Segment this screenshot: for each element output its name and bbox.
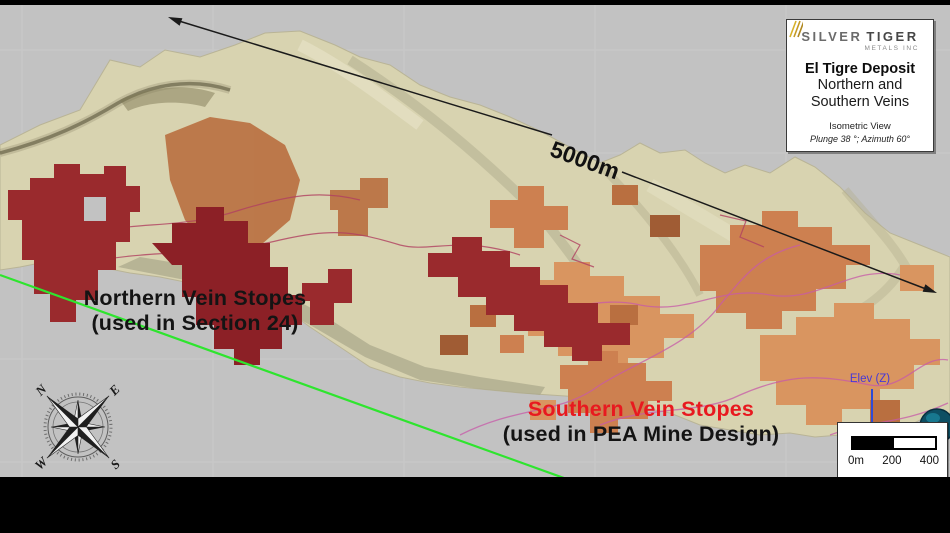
compass-rose: N E S W [31, 381, 123, 473]
deposit-subtitle-line1: Northern and [817, 77, 903, 93]
scale-bar-black-segment [851, 436, 894, 450]
compass-south-label: S [107, 456, 123, 472]
scale-bar: 0m 200 400 [837, 422, 948, 477]
compass-long-points [46, 395, 110, 459]
scale-bar-labels: 0m 200 400 [838, 455, 947, 467]
logo-silver-text: SILVER [801, 29, 863, 44]
legend-box: SILVER TIGER METALS INC El Tigre Deposit… [786, 19, 934, 152]
deposit-title: El Tigre Deposit [804, 61, 916, 77]
southern-stopes-label-line2: (used in PEA Mine Design) [502, 421, 780, 446]
compass-west-label: W [31, 453, 51, 473]
northern-stopes-label-line2: (used in Section 24) [91, 310, 299, 335]
scale-bar-track [851, 436, 937, 450]
logo-tiger-text: TIGER [866, 29, 919, 44]
northern-stopes-label: Northern Vein Stopes (used in Section 24… [75, 286, 315, 335]
view-type-label: Isometric View [829, 120, 891, 132]
northern-vein-stopes [8, 164, 630, 365]
elevation-axis-label: Elev (Z) [850, 373, 890, 385]
terrain-scene: 5000m N [0, 5, 950, 477]
company-logo: SILVER TIGER [787, 20, 933, 44]
distance-arrow [168, 17, 937, 293]
compass-east-label: E [105, 381, 123, 399]
southern-stopes-label: Southern Vein Stopes (used in PEA Mine D… [491, 397, 791, 446]
view-orientation-label: Plunge 38 °; Azimuth 60° [810, 133, 910, 144]
scale-label-start: 0m [848, 455, 864, 467]
northern-stopes-label-line1: Northern Vein Stopes [83, 286, 307, 310]
logo-slashes-icon [789, 20, 803, 38]
deposit-subtitle-line2: Southern Veins [810, 94, 910, 111]
scale-bar-white-segment [894, 436, 937, 450]
scale-label-mid: 200 [882, 455, 902, 467]
isometric-3d-viewport: 5000m N [0, 5, 950, 477]
scale-label-end: 400 [919, 455, 939, 467]
southern-stopes-label-line1: Southern Vein Stopes [527, 397, 755, 421]
logo-subtitle: METALS INC [864, 45, 919, 52]
section-trace-line [0, 273, 565, 477]
